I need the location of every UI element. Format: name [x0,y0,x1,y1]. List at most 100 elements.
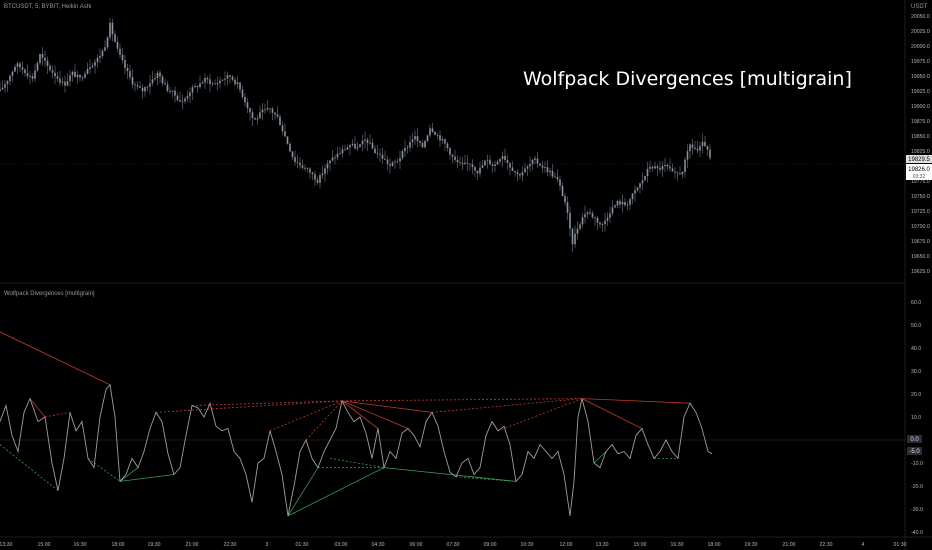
candle-body [569,212,571,229]
candle-body [134,84,136,86]
candle-body [136,85,139,87]
candle-body [369,142,371,144]
oscillator-axis-ticks[interactable]: 60.0 50.0 40.0 30.0 20.0 10.0 -10.0 -20.0 -30.0 -… [911,300,923,536]
candle-body [604,220,606,225]
time-tick-label: 21:00 [186,542,199,548]
candle-body [269,108,271,109]
candle-body [429,128,431,136]
candle-body [201,82,204,84]
candle-body [514,171,516,173]
candle-body [271,108,274,113]
candle-body [621,201,624,205]
oscillator-line [0,383,713,516]
candle-body [709,149,711,158]
candle-body [6,81,9,85]
candle-body [186,96,189,99]
candle-body [649,166,651,169]
candle-body [199,83,201,88]
price-tick-label: 20050.0 [911,14,930,20]
candle-body [596,217,599,223]
indicator-title[interactable]: Wolfpack Divergences [multigrain] [4,291,95,297]
currency-label: USDT [911,4,928,10]
candle-body [501,156,504,160]
candle-body [651,166,654,169]
bearish-divergence-line [341,400,379,429]
candle-body [566,202,569,213]
time-axis-ticks[interactable]: 13:30 15:00 16:30 18:00 19:30 21:00 22:30 3 01:3… [0,542,907,548]
candle-body [74,71,76,78]
candle-body [694,147,696,149]
price-tick-label: 20000.0 [911,44,930,50]
time-tick-label: 01:30 [894,542,907,548]
candle-body [166,84,169,91]
candle-body [666,164,669,167]
candle-body [384,158,386,160]
candle-body [466,162,469,164]
candle-body [309,168,311,173]
bullish-divergence-line [87,458,121,482]
price-tick-label: 19625.0 [911,269,930,275]
candle-body [151,79,154,84]
price-tick-label: 19725.0 [911,209,930,215]
candle-body [116,41,119,49]
candle-body [306,167,309,169]
current-price-label: 19829.5 [908,157,930,163]
candle-body [554,176,556,178]
candle-body [656,166,659,168]
candle-body [279,116,281,126]
candle-body [496,161,499,165]
candle-body [196,86,199,88]
candle-body [516,172,519,174]
osc-tick-label: -30.0 [911,507,923,513]
candle-body [181,101,184,103]
candle-body [356,146,359,149]
candle-body [191,87,194,93]
candle-body [616,201,619,206]
bullish-divergence-line [287,467,385,517]
bearish-divergence-line [0,331,111,386]
candle-body [584,214,586,218]
candle-body [184,98,186,102]
candle-body [614,205,616,208]
candle-body [276,114,279,117]
candle-body [34,70,36,79]
candle-body [409,141,411,148]
osc-neg-badge [907,447,922,455]
candle-body [366,139,369,144]
candle-body [526,166,529,169]
symbol-info[interactable]: BTCUSDT, 5, BYBIT, Heikin Ashi [4,4,92,10]
overlay-title: Wolfpack Divergences [multigrain] [523,68,852,90]
candle-body [24,69,26,74]
candle-body [456,159,459,163]
candle-body [251,112,254,118]
candle-body [161,76,164,84]
candle-body [509,162,511,168]
time-tick-label: 15:00 [38,542,51,548]
candle-body [591,213,594,218]
bearish-divergence-line [305,400,343,441]
osc-zero-label: 0.0 [910,437,919,443]
candle-body [146,86,149,88]
time-tick-label: 18:00 [112,542,125,548]
candle-body [339,153,341,155]
price-tick-label: 19775.0 [911,179,930,185]
time-tick-label: 12:00 [560,542,573,548]
candle-body [21,67,24,70]
candle-body [641,180,644,184]
candle-body [26,73,29,77]
candle-body [684,159,686,172]
candle-body [411,139,414,142]
candle-body [0,89,1,91]
price-tick-label: 19750.0 [911,194,930,200]
candle-body [49,65,51,71]
candle-body [284,131,286,137]
candle-body [239,82,241,90]
candle-body [601,224,604,226]
candle-body [144,87,146,92]
candle-body [399,158,401,162]
price-tick-label: 19650.0 [911,254,930,260]
candle-body [16,63,19,67]
candle-body [119,48,121,55]
candle-body [64,81,66,86]
